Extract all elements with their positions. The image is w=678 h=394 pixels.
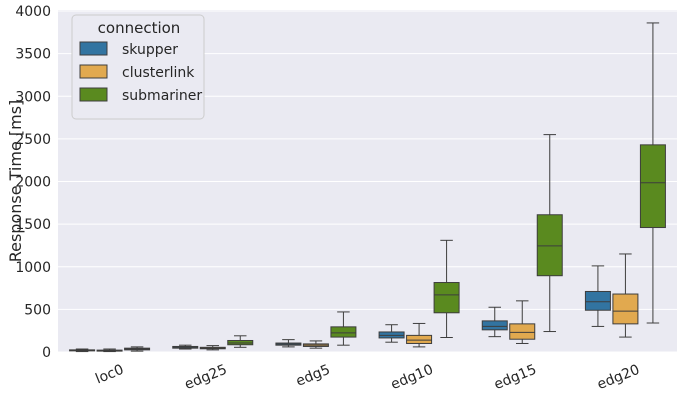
x-tick-label: loc0 — [93, 362, 126, 388]
box-skupper-edg20 — [584, 265, 611, 327]
y-tick-label: 3500 — [15, 47, 51, 63]
x-tick-label: edg10 — [389, 362, 436, 393]
y-tick-label: 1500 — [15, 217, 51, 233]
box-body — [584, 290, 611, 311]
box-body — [330, 326, 357, 338]
box-skupper-edg15 — [481, 306, 508, 338]
box-submariner-edg25 — [227, 335, 254, 348]
x-tick-labels: loc0 edg25 edg5 edg10 edg15 edg20 — [93, 362, 642, 393]
y-tick-label: 2500 — [15, 132, 51, 148]
box-clusterlink-edg5 — [302, 340, 329, 349]
x-tick-label: edg25 — [182, 362, 229, 393]
box-skupper-edg10 — [378, 324, 405, 343]
box-skupper-edg5 — [275, 339, 302, 348]
legend-swatch-submariner — [79, 87, 108, 102]
box-body — [406, 334, 433, 344]
y-tick-labels: 0 500 1000 1500 2000 2500 3000 3500 4000 — [15, 4, 51, 361]
box-body — [509, 323, 536, 340]
box-clusterlink-edg25 — [199, 345, 226, 351]
legend-label-skupper: skupper — [122, 42, 178, 58]
box-body — [639, 144, 666, 229]
legend-label-clusterlink: clusterlink — [122, 65, 195, 81]
legend-title: connection — [98, 19, 181, 37]
box-clusterlink-edg20 — [612, 253, 639, 338]
y-tick-label: 500 — [24, 302, 51, 318]
box-submariner-edg15 — [536, 134, 563, 333]
box-submariner-edg20 — [639, 22, 666, 324]
y-axis-label: Response Time [ms] — [6, 100, 25, 263]
box-body — [612, 293, 639, 325]
y-tick-label: 4000 — [15, 4, 51, 20]
boxes-layer — [69, 22, 666, 353]
box-body — [433, 282, 460, 314]
y-tick-label: 3000 — [15, 89, 51, 105]
box-clusterlink-edg15 — [509, 300, 536, 344]
box-body — [536, 214, 563, 277]
legend-items: skupper clusterlink submariner — [79, 41, 202, 104]
y-tick-label: 2000 — [15, 175, 51, 191]
x-tick-label: edg20 — [595, 362, 642, 393]
legend-swatch-clusterlink — [79, 64, 108, 79]
x-tick-label: edg5 — [294, 362, 333, 390]
y-tick-label: 0 — [42, 345, 51, 361]
y-tick-label: 1000 — [15, 260, 51, 276]
box-clusterlink-loc0 — [96, 348, 123, 353]
box-skupper-edg25 — [172, 344, 199, 350]
box-submariner-edg10 — [433, 239, 460, 339]
legend: connection skupper clusterlink submariner — [71, 14, 205, 120]
box-skupper-loc0 — [69, 348, 96, 353]
legend-label-submariner: submariner — [122, 88, 202, 104]
box-submariner-loc0 — [124, 346, 151, 352]
box-submariner-edg5 — [330, 311, 357, 346]
box-body — [481, 320, 508, 331]
x-tick-label: edg15 — [492, 362, 539, 393]
legend-swatch-skupper — [79, 41, 108, 56]
box-clusterlink-edg10 — [406, 322, 433, 348]
